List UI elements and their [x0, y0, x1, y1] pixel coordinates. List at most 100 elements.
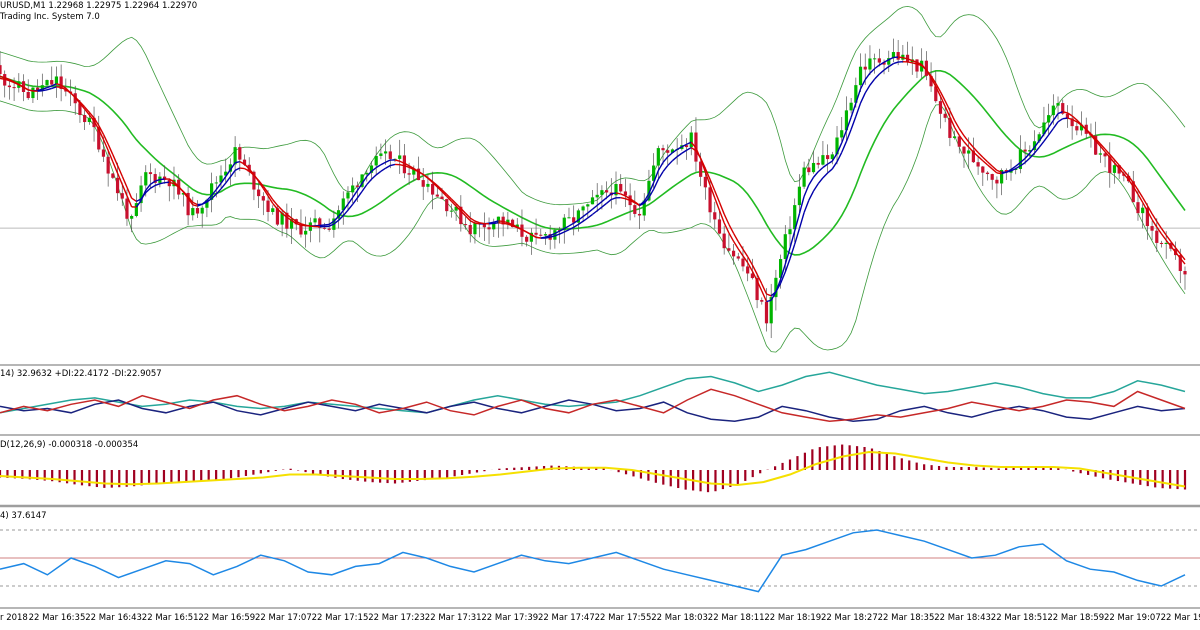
time-axis-label: 22 Mar 17:23 — [368, 613, 425, 623]
bearish-candle — [1145, 207, 1149, 227]
bearish-candle — [666, 150, 670, 153]
fast-moving-average-segment — [1109, 156, 1115, 164]
slow-moving-average-segment — [991, 165, 998, 171]
bullish-candle — [1037, 134, 1041, 142]
slow-moving-average-segment — [545, 236, 551, 239]
slow-moving-average-segment — [46, 87, 52, 91]
fast-moving-average-segment — [0, 75, 5, 79]
slow-moving-average-segment — [700, 157, 706, 169]
bearish-candle — [257, 189, 261, 197]
slow-moving-average-segment — [1170, 241, 1177, 249]
bullish-candle — [1141, 207, 1145, 214]
bearish-candle — [708, 187, 712, 213]
bearish-candle — [623, 191, 628, 196]
fast-moving-average-segment — [404, 162, 410, 167]
fast-moving-average-segment — [455, 205, 462, 212]
bullish-candle — [45, 80, 49, 86]
slow-moving-average-segment — [13, 81, 20, 86]
slow-moving-average-segment — [408, 166, 415, 171]
macd-panel[interactable] — [0, 444, 1187, 493]
fast-moving-average-segment — [502, 220, 509, 224]
slow-moving-average-segment — [521, 229, 527, 233]
fast-moving-average-segment — [361, 175, 368, 184]
slow-moving-average-segment — [704, 168, 711, 180]
slow-moving-average-segment — [939, 91, 946, 102]
slow-moving-average-segment — [652, 179, 659, 190]
bearish-candle — [971, 150, 975, 163]
bearish-candle — [238, 147, 242, 160]
slow-moving-average-segment — [808, 190, 815, 201]
slow-moving-average-segment — [361, 184, 368, 192]
slow-moving-average-segment — [1165, 234, 1172, 242]
slow-moving-average-segment — [578, 220, 584, 225]
fast-moving-average-segment — [79, 102, 86, 110]
bullish-candle — [454, 206, 458, 211]
slow-moving-average-segment — [281, 209, 288, 215]
bearish-candle — [482, 223, 486, 228]
fast-moving-average-segment — [173, 181, 180, 187]
fast-moving-average-segment — [394, 159, 400, 162]
fast-moving-average-segment — [643, 193, 650, 202]
slow-moving-average-segment — [159, 181, 165, 185]
fast-moving-average-segment — [944, 106, 951, 118]
bullish-candle — [854, 85, 858, 103]
slow-moving-average-segment — [253, 174, 260, 181]
bullish-candle — [868, 58, 872, 70]
price-panel[interactable] — [0, 5, 1200, 353]
slow-moving-average-segment — [1048, 128, 1054, 136]
slow-moving-average-segment — [131, 197, 137, 202]
slow-moving-average-segment — [803, 200, 810, 213]
bullish-candle — [304, 230, 308, 235]
fast-moving-average-segment — [469, 220, 476, 224]
bullish-candle — [214, 182, 218, 184]
time-axis-label: 22 Mar 16:35 — [28, 613, 86, 623]
bullish-candle — [289, 219, 294, 229]
bearish-candle — [525, 236, 529, 242]
slow-moving-average-segment — [352, 197, 358, 205]
bullish-candle — [383, 151, 388, 154]
bearish-candle — [421, 180, 425, 187]
bullish-candle — [887, 58, 891, 65]
bearish-candle — [402, 155, 407, 174]
slow-moving-average-segment — [1175, 247, 1181, 255]
bearish-candle — [699, 161, 703, 177]
slow-moving-average-segment — [714, 190, 721, 203]
fast-moving-average-segment — [996, 172, 1002, 175]
fast-moving-average-segment — [281, 212, 288, 218]
slow-moving-average-segment — [916, 63, 922, 67]
slow-moving-average-segment — [1156, 221, 1163, 229]
slow-moving-average-segment — [831, 161, 838, 170]
bullish-candle — [873, 58, 877, 60]
bearish-candle — [764, 301, 769, 324]
slow-moving-average-segment — [60, 86, 67, 91]
bearish-candle — [1023, 149, 1027, 152]
bearish-candle — [266, 200, 270, 212]
bearish-candle — [915, 59, 919, 72]
bearish-candle — [416, 168, 421, 181]
bullish-candle — [172, 179, 176, 187]
slow-moving-average-segment — [465, 212, 471, 219]
adx-panel[interactable] — [0, 371, 1186, 423]
time-axis-label: 22 Mar 17:15 — [311, 613, 369, 623]
fast-moving-average-segment — [681, 143, 687, 148]
bearish-candle — [388, 151, 392, 159]
slow-moving-average-segment — [70, 92, 76, 98]
rsi-panel[interactable] — [0, 529, 1200, 593]
bearish-candle — [1136, 202, 1140, 214]
slow-moving-average-segment — [145, 187, 151, 194]
bearish-candle — [736, 256, 740, 259]
slow-moving-average-segment — [206, 198, 213, 203]
fast-moving-average-segment — [859, 79, 866, 90]
fast-moving-average-segment — [723, 222, 730, 234]
fast-moving-average-segment — [1062, 111, 1068, 114]
slow-moving-average-segment — [531, 233, 537, 238]
bearish-candle — [882, 62, 886, 65]
slow-moving-average-segment — [1010, 168, 1017, 172]
bullish-candle — [567, 217, 571, 219]
slow-moving-average-segment — [380, 167, 386, 172]
fast-moving-average-segment — [1029, 146, 1036, 154]
slow-moving-average-segment — [413, 168, 419, 173]
slow-moving-average-segment — [1160, 228, 1167, 236]
macd-signal-line — [0, 450, 1186, 488]
